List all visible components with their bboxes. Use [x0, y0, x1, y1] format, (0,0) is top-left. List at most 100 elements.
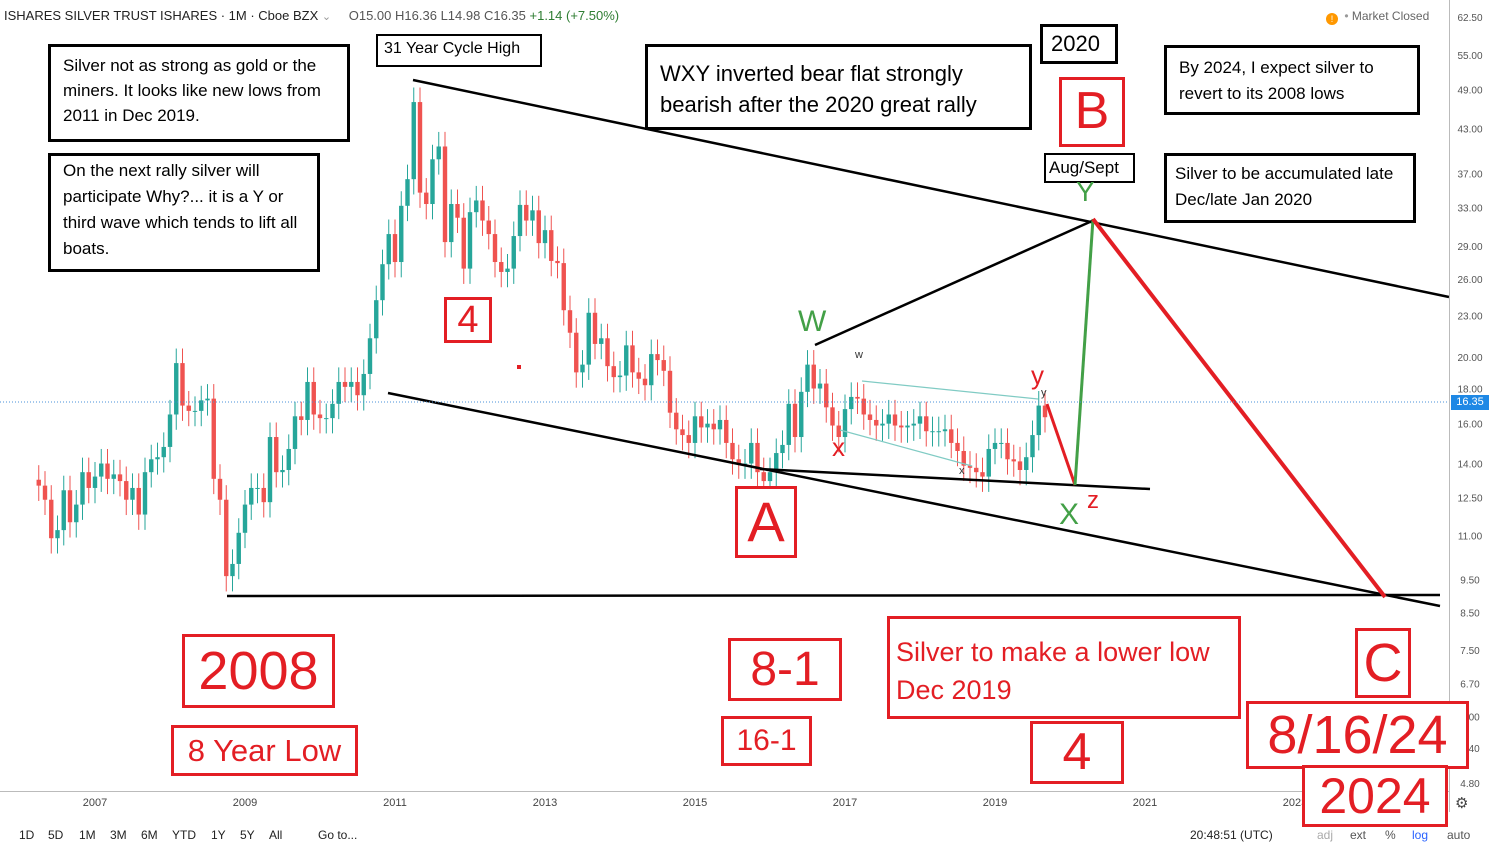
candle[interactable]	[124, 466, 129, 516]
candle[interactable]	[492, 219, 498, 278]
candle[interactable]	[230, 549, 235, 592]
candle[interactable]	[261, 473, 266, 518]
candle[interactable]	[205, 384, 210, 416]
toggle-percent[interactable]: %	[1385, 828, 1396, 842]
candle[interactable]	[917, 401, 923, 439]
candle[interactable]	[411, 87, 416, 195]
candle[interactable]	[874, 405, 879, 441]
candle[interactable]	[930, 416, 935, 447]
candle[interactable]	[224, 485, 229, 592]
candle[interactable]	[249, 473, 254, 520]
candle[interactable]	[905, 410, 910, 443]
candle[interactable]	[774, 438, 779, 488]
candle[interactable]	[661, 345, 666, 387]
candle[interactable]	[699, 401, 704, 443]
candle[interactable]	[61, 475, 66, 546]
candle[interactable]	[1017, 446, 1023, 486]
range-1y[interactable]: 1Y	[211, 828, 226, 842]
candle[interactable]	[211, 384, 216, 495]
candle[interactable]	[980, 457, 985, 492]
candle[interactable]	[511, 221, 516, 284]
candle[interactable]	[392, 219, 398, 278]
candle[interactable]	[842, 394, 848, 453]
candle[interactable]	[192, 396, 198, 427]
candle[interactable]	[374, 285, 379, 354]
candle[interactable]	[92, 462, 98, 504]
candle[interactable]	[786, 389, 791, 461]
candle[interactable]	[642, 364, 648, 401]
candle[interactable]	[955, 428, 960, 467]
candle[interactable]	[380, 249, 385, 316]
range-ytd[interactable]: YTD	[172, 828, 196, 842]
candle[interactable]	[586, 298, 591, 380]
candle[interactable]	[817, 369, 823, 404]
range-6m[interactable]: 6M	[141, 828, 158, 842]
candle[interactable]	[424, 178, 429, 220]
candle[interactable]	[686, 420, 691, 459]
candle[interactable]	[730, 428, 735, 475]
candle[interactable]	[611, 351, 616, 393]
toggle-ext[interactable]: ext	[1350, 828, 1367, 842]
candle[interactable]	[974, 453, 979, 488]
candle[interactable]	[649, 339, 654, 401]
candle[interactable]	[136, 473, 141, 530]
candle[interactable]	[292, 401, 298, 465]
candle[interactable]	[1011, 444, 1016, 477]
candle[interactable]	[361, 359, 366, 411]
candle[interactable]	[855, 382, 860, 414]
candle[interactable]	[836, 410, 841, 453]
candle[interactable]	[49, 485, 54, 554]
candle[interactable]	[530, 195, 535, 236]
candle[interactable]	[105, 448, 110, 495]
toggle-auto[interactable]: auto	[1447, 828, 1471, 842]
gear-icon[interactable]: ⚙	[1455, 795, 1469, 812]
candle[interactable]	[505, 254, 510, 288]
candle[interactable]	[592, 298, 598, 360]
candle[interactable]	[867, 399, 873, 436]
candle[interactable]	[142, 457, 148, 530]
candle[interactable]	[255, 473, 260, 504]
candle[interactable]	[74, 490, 79, 538]
candle[interactable]	[849, 382, 854, 425]
candle[interactable]	[967, 451, 973, 484]
candle[interactable]	[99, 448, 104, 492]
candle[interactable]	[399, 191, 404, 278]
candle[interactable]	[280, 455, 285, 488]
candle[interactable]	[442, 131, 448, 258]
candle[interactable]	[599, 323, 604, 360]
candle[interactable]	[330, 389, 335, 434]
candle[interactable]	[780, 430, 785, 469]
candle[interactable]	[474, 185, 479, 228]
candle[interactable]	[805, 350, 810, 408]
candle[interactable]	[542, 215, 548, 259]
candle[interactable]	[892, 399, 898, 441]
candle[interactable]	[174, 348, 179, 430]
range-all[interactable]: All	[269, 828, 283, 842]
candle[interactable]	[186, 391, 191, 427]
candle[interactable]	[417, 87, 423, 208]
candle[interactable]	[924, 401, 929, 447]
candle[interactable]	[467, 197, 473, 284]
range-5y[interactable]: 5Y	[240, 828, 255, 842]
candle[interactable]	[942, 414, 948, 447]
candle[interactable]	[636, 357, 641, 395]
candle[interactable]	[824, 369, 829, 423]
candle[interactable]	[1030, 420, 1035, 473]
candle[interactable]	[1042, 391, 1048, 433]
range-1d[interactable]: 1D	[19, 828, 35, 842]
candle[interactable]	[217, 464, 223, 516]
candle[interactable]	[705, 409, 710, 443]
candle[interactable]	[130, 473, 135, 516]
candle[interactable]	[486, 205, 491, 250]
candle[interactable]	[299, 401, 304, 436]
candle[interactable]	[480, 185, 485, 236]
range-3m[interactable]: 3M	[110, 828, 127, 842]
candle[interactable]	[961, 436, 966, 481]
candle[interactable]	[36, 465, 41, 501]
candle[interactable]	[336, 367, 341, 420]
candle[interactable]	[886, 399, 891, 439]
candle[interactable]	[999, 428, 1004, 459]
candle[interactable]	[161, 432, 166, 473]
candle[interactable]	[274, 422, 279, 488]
candle[interactable]	[567, 295, 573, 349]
